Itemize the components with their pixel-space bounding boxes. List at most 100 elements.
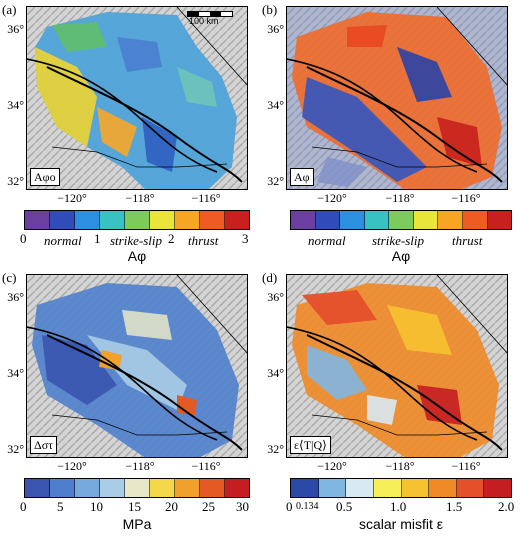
colorbar-swatch <box>413 211 439 229</box>
map-inset-label: ε⟨T|Q⟩ <box>290 436 331 454</box>
regime-label-thrust: thrust <box>452 233 483 248</box>
cbar-tick-0: 0 <box>286 499 293 514</box>
colorbar-swatch <box>456 479 485 497</box>
lon-tick-120: −120° <box>57 459 87 473</box>
scale-bar: 100 km <box>187 11 247 26</box>
colorbar-title: Aφ <box>391 248 411 264</box>
lat-tick-34: 34° <box>7 98 24 112</box>
panel-c: (c) 36° 34° 32° Δστ −120° −118° −116° 0 … <box>0 268 260 536</box>
colorbar-swatch <box>315 211 341 229</box>
lon-tick-120: −120° <box>57 191 87 205</box>
map-inset-label: Δστ <box>30 436 58 454</box>
colorbar-swatch <box>484 479 511 497</box>
colorbar-swatch <box>200 479 225 497</box>
lat-tick-36: 36° <box>7 22 24 36</box>
cbar-tick-10: 10 <box>90 499 103 514</box>
lat-tick-36: 36° <box>7 290 24 304</box>
lat-tick-34: 34° <box>7 366 24 380</box>
cbar-tick-5: 5 <box>57 499 64 514</box>
cbar-tick-0: 0 <box>20 231 27 246</box>
cbar-tick-3: 3 <box>242 231 249 246</box>
lon-tick-120: −120° <box>317 459 347 473</box>
map-c-graphic <box>27 275 247 457</box>
lon-tick-118: −118° <box>125 459 155 473</box>
cbar-tick-2: 2 <box>168 231 175 246</box>
colorbar-swatch <box>429 479 457 497</box>
colorbar-swatch <box>389 211 414 229</box>
lat-tick-32: 32° <box>267 442 284 456</box>
cbar-tick-15: 15 <box>128 499 141 514</box>
colorbar-swatch <box>340 211 365 229</box>
colorbar-swatch <box>318 479 347 497</box>
colorbar-swatch <box>25 211 50 229</box>
lon-tick-118: −118° <box>385 191 415 205</box>
cbar-tick-1: 1 <box>94 231 101 246</box>
lat-tick-34: 34° <box>267 366 284 380</box>
colorbar-swatch <box>487 211 512 229</box>
lon-tick-116: −116° <box>451 459 481 473</box>
scale-bar-graphic <box>187 11 233 17</box>
cbar-tick-05: 0.5 <box>336 499 353 514</box>
lon-tick-116: −116° <box>451 191 481 205</box>
regime-label-thrust: thrust <box>188 233 219 248</box>
lon-tick-120: −120° <box>317 191 347 205</box>
cbar-tick-30: 30 <box>236 499 249 514</box>
regime-label-strike-slip: strike-slip <box>110 233 162 248</box>
map-d-graphic <box>287 275 507 457</box>
map-d: ε⟨T|Q⟩ <box>286 274 508 458</box>
colorbar-swatch <box>373 479 402 497</box>
lon-tick-116: −116° <box>191 191 221 205</box>
panel-label: (c) <box>2 270 17 285</box>
colorbar-swatch <box>50 211 75 229</box>
map-inset-label: Aφo <box>30 168 60 186</box>
colorbar-c <box>24 478 250 498</box>
scale-bar-label: 100 km <box>189 16 219 26</box>
lon-tick-118: −118° <box>385 459 415 473</box>
colorbar-swatch <box>438 211 463 229</box>
lon-tick-118: −118° <box>125 191 155 205</box>
colorbar-a <box>24 210 250 230</box>
colorbar-title: scalar misfit ε <box>358 516 444 532</box>
colorbar-swatch <box>50 479 75 497</box>
panel-label: (d) <box>262 270 278 285</box>
lat-tick-36: 36° <box>267 290 284 304</box>
colorbar-b <box>290 210 512 230</box>
map-b: Aφ <box>286 6 508 190</box>
colorbar-swatch <box>125 211 150 229</box>
colorbar-swatch <box>100 479 125 497</box>
colorbar-swatch <box>291 211 316 229</box>
map-b-graphic <box>287 7 507 189</box>
colorbar-title: MPa <box>122 516 152 532</box>
cbar-tick-15: 1.5 <box>446 499 463 514</box>
lat-tick-36: 36° <box>267 22 284 36</box>
cbar-tick-0: 0 <box>20 499 27 514</box>
colorbar-swatch <box>125 479 150 497</box>
lat-tick-32: 32° <box>7 174 24 188</box>
colorbar-swatch <box>150 211 175 229</box>
colorbar-swatch <box>75 211 100 229</box>
regime-label-normal: normal <box>308 233 346 248</box>
colorbar-swatch <box>200 211 225 229</box>
panel-b: (b) 36° 34° 32° Aφ −120° −118° −116° nor… <box>260 0 520 268</box>
colorbar-swatch <box>225 479 249 497</box>
map-inset-label: Aφ <box>290 168 314 186</box>
regime-label-normal: normal <box>44 233 82 248</box>
cbar-tick-20: 20 <box>165 499 178 514</box>
colorbar-swatch <box>462 211 488 229</box>
lat-tick-34: 34° <box>267 98 284 112</box>
colorbar-swatch <box>100 211 125 229</box>
colorbar-title: Aφ <box>127 248 147 264</box>
colorbar-swatch <box>75 479 100 497</box>
cbar-tick-25: 25 <box>202 499 215 514</box>
cbar-tick-20: 2.0 <box>498 499 515 514</box>
cbar-tick-0134: 0.134 <box>296 501 319 512</box>
panel-label: (b) <box>262 2 278 17</box>
colorbar-d <box>290 478 512 498</box>
map-c: Δστ <box>26 274 248 458</box>
lat-tick-32: 32° <box>7 442 24 456</box>
colorbar-swatch <box>401 479 430 497</box>
colorbar-swatch <box>291 479 319 497</box>
panel-label: (a) <box>2 2 17 17</box>
lat-tick-32: 32° <box>267 174 284 188</box>
colorbar-swatch <box>225 211 249 229</box>
